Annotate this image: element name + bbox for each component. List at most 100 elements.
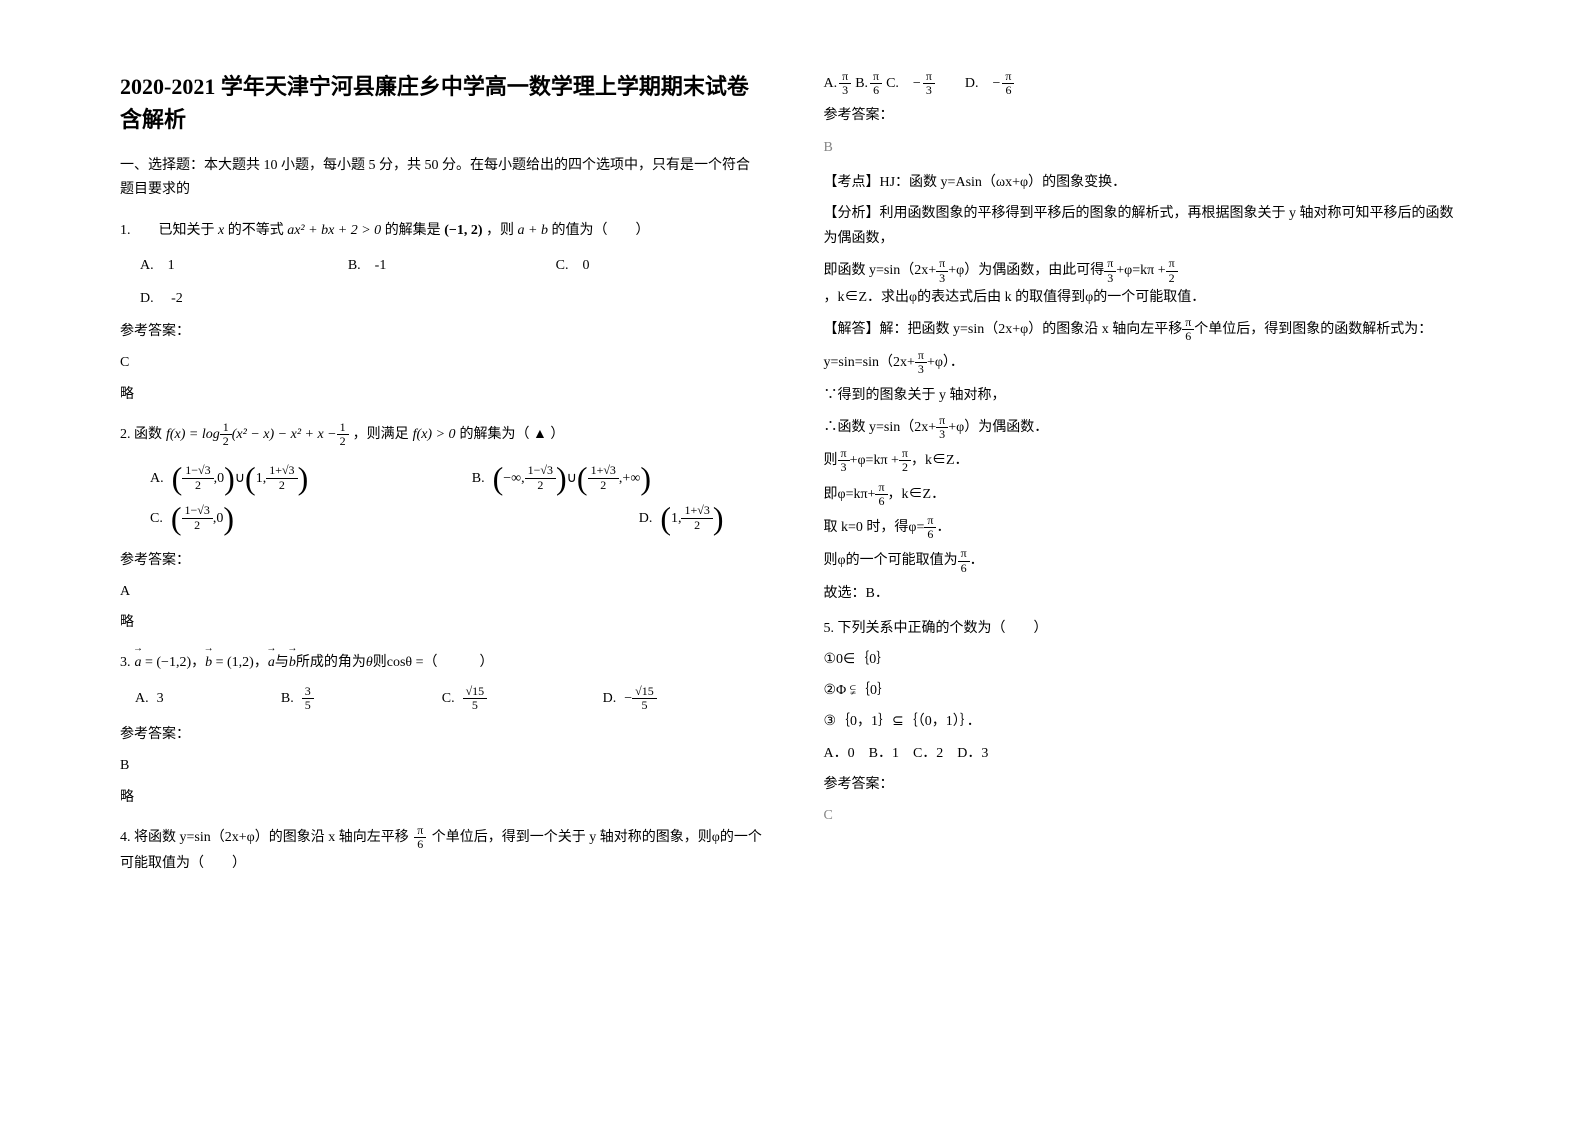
q3-optD-num: √15 bbox=[632, 685, 657, 699]
q2-half-den: 2 bbox=[337, 435, 349, 448]
q4-l9d: 6 bbox=[958, 562, 970, 575]
q4-C-l: C. − bbox=[886, 71, 921, 96]
q2-optD-letter: D. bbox=[609, 506, 661, 531]
q4-l6b: φ= bbox=[857, 448, 873, 473]
page-title: 2020-2021 学年天津宁河县廉庄乡中学高一数学理上学期期末试卷含解析 bbox=[120, 70, 764, 136]
q4-A-num: π bbox=[839, 70, 851, 84]
q1-set: (−1, 2) bbox=[444, 223, 482, 238]
q2-B-r-num: 1+√3 bbox=[588, 464, 619, 478]
q2-cond: f(x) > 0 bbox=[413, 422, 456, 447]
q3-note: 略 bbox=[120, 785, 764, 810]
q4-l1-d2: 3 bbox=[1104, 272, 1116, 285]
q4-answer: B bbox=[824, 135, 1468, 160]
q1-optC: C. 0 bbox=[556, 253, 764, 278]
q3-optB-num: 3 bbox=[302, 685, 314, 699]
q3-optC: C.√155 bbox=[442, 685, 603, 712]
q2-options: A. ( 1−√32, 0 ) ∪ ( 1, 1+√32 ) B. ( −∞, … bbox=[120, 458, 764, 538]
q2-optA-letter: A. bbox=[120, 466, 172, 491]
q2-B-l: −∞ bbox=[503, 466, 521, 491]
q4-l7a: 即φ=kπ+ bbox=[824, 482, 876, 507]
q3-cos: cosθ = bbox=[387, 650, 424, 675]
section-heading: 一、选择题：本大题共 10 小题，每小题 5 分，共 50 分。在每小题给出的四… bbox=[120, 154, 764, 202]
q4-l1c: φ= bbox=[1124, 258, 1140, 283]
q4-frac-den: 6 bbox=[414, 838, 426, 851]
q3-vec-b2: b bbox=[289, 650, 296, 675]
q4-l2d: 6 bbox=[1182, 330, 1194, 343]
q1-stem-pre: 1. 已知关于 bbox=[120, 223, 215, 238]
q4-l2a: 【解答】解：把函数 y=sin（2x+φ）的图象沿 x 轴向左平移 bbox=[824, 317, 1183, 342]
q2-stem-mid: ，则满足 bbox=[353, 422, 409, 447]
q4-l9a: 则φ的一个可能取值为 bbox=[824, 548, 958, 573]
q2-C-y: 0 bbox=[216, 506, 223, 531]
q2-B-l-num: 1−√3 bbox=[525, 464, 556, 478]
q2-function: f(x) = log 1 2 (x² − x) − x² + x − 1 2 bbox=[166, 421, 349, 448]
q2-half-num: 1 bbox=[337, 421, 349, 435]
q2-optC-letter: C. bbox=[120, 506, 171, 531]
q3-optB-l: B. bbox=[281, 686, 302, 711]
q4-l2n: π bbox=[1182, 316, 1194, 330]
q3-optD: D.−√155 bbox=[603, 685, 764, 712]
q5-i3: ③｛0，1｝⊆｛（0，1）｝． bbox=[824, 709, 1468, 734]
q4-D-num: π bbox=[1002, 70, 1014, 84]
q4-l6d1: 3 bbox=[838, 461, 850, 474]
q4-A-den: 3 bbox=[839, 84, 851, 97]
q4-l8n: π bbox=[924, 514, 936, 528]
q2-D-num: 1+√3 bbox=[681, 504, 712, 518]
q2-A-r-den: 2 bbox=[266, 479, 297, 492]
q1-answer: C bbox=[120, 350, 764, 375]
q4-answer-label: 参考答案： bbox=[824, 103, 1468, 128]
q5-answer: C bbox=[824, 803, 1468, 828]
q2-A-r-num: 1+√3 bbox=[266, 464, 297, 478]
q3-optC-l: C. bbox=[442, 686, 463, 711]
q4-B-den: 6 bbox=[870, 84, 882, 97]
q3-vec-b: b bbox=[205, 650, 212, 675]
q4-l2b: 个单位后，得到图象的函数解析式为： bbox=[1194, 317, 1432, 342]
q4-l3b: φ）． bbox=[935, 350, 964, 375]
q4-l1-d1: 3 bbox=[936, 272, 948, 285]
q4-l6dt: ，k∈Z． bbox=[911, 448, 969, 473]
q4-l7d: 6 bbox=[875, 495, 887, 508]
q4-exp-l1: 即函数 y=sin（2x+ π3+ φ）为偶函数，由此可得 π3+ φ= k π… bbox=[824, 257, 1468, 310]
q1-stem-post: ，则 bbox=[486, 223, 514, 238]
q4-l1b: φ）为偶函数，由此可得 bbox=[956, 258, 1104, 283]
q2-answer-label: 参考答案： bbox=[120, 548, 764, 573]
q3-optA-v: 3 bbox=[157, 686, 164, 711]
q2-B-r-den: 2 bbox=[588, 479, 619, 492]
q3-a-val: = (−1,2) bbox=[145, 655, 191, 670]
q4-l1a: 即函数 y=sin（2x+ bbox=[824, 258, 937, 283]
q3-mid3: 所成的角为 bbox=[296, 650, 366, 675]
question-3: 3. a = (−1,2) ， b = (1,2) ， a 与 b 所成的角为 … bbox=[120, 650, 764, 675]
q3-optC-num: √15 bbox=[463, 685, 488, 699]
q4-l6n1: π bbox=[838, 447, 850, 461]
q1-optB: B. -1 bbox=[348, 253, 556, 278]
q4-l6n2: π bbox=[899, 447, 911, 461]
q3-optB-den: 5 bbox=[302, 699, 314, 712]
q3-optA-l: A. bbox=[120, 686, 157, 711]
q3-answer: B bbox=[120, 753, 764, 778]
q4-l6pi: π + bbox=[880, 448, 898, 473]
q5-i1: ①0∈｛0｝ bbox=[824, 647, 1468, 672]
q3-optD-den: 5 bbox=[632, 699, 657, 712]
q4-l7n: π bbox=[875, 481, 887, 495]
q1-formula: ax² + bx + 2 > 0 bbox=[287, 223, 381, 238]
q4-l5n: π bbox=[936, 414, 948, 428]
q1-optD: D. -2 bbox=[120, 286, 764, 311]
q4-l5d: 3 bbox=[936, 428, 948, 441]
q4-l8a: 取 k=0 时，得φ= bbox=[824, 515, 925, 540]
q3-vec-a2: a bbox=[268, 650, 275, 675]
q4-l9b: ． bbox=[970, 548, 984, 573]
q4-exp-l5: ∴函数 y=sin（2x+ π3+ φ）为偶函数． bbox=[824, 414, 1468, 441]
q4-l1e: ，k∈Z．求出φ的表达式后由 k 的取值得到φ的一个可能取值． bbox=[824, 285, 1206, 310]
q4-l8b: ． bbox=[936, 515, 950, 540]
q4-exp-l10: 故选：B． bbox=[824, 581, 1468, 606]
q1-stem-mid1: 的不等式 bbox=[228, 223, 284, 238]
q2-func-pre: f(x) = log bbox=[166, 422, 220, 447]
q1-note: 略 bbox=[120, 382, 764, 407]
q4-stem-pre: 4. 将函数 y=sin（2x+φ）的图象沿 x 轴向左平移 bbox=[120, 830, 409, 845]
q1-optA: A. 1 bbox=[140, 253, 348, 278]
q4-l1-d3: 2 bbox=[1166, 272, 1178, 285]
q4-exp-l4: ∵得到的图象关于 y 轴对称， bbox=[824, 383, 1468, 408]
question-5: 5. 下列关系中正确的个数为（ ） bbox=[824, 616, 1468, 641]
q5-answer-label: 参考答案： bbox=[824, 772, 1468, 797]
q4-l7b: ，k∈Z． bbox=[888, 482, 946, 507]
